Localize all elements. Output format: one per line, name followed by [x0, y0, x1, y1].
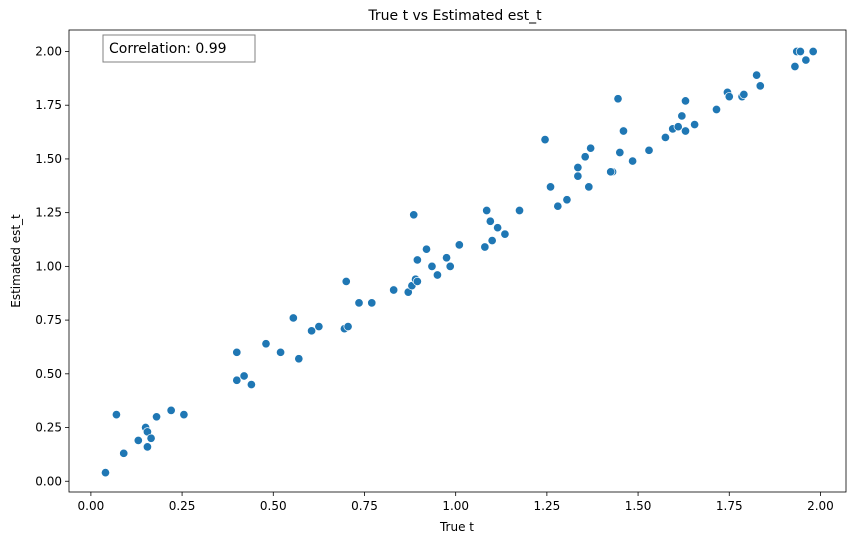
- data-point: [739, 89, 749, 100]
- data-point: [677, 111, 687, 121]
- y-tick-label: 2.00: [35, 44, 62, 58]
- data-point: [142, 442, 152, 452]
- x-tick-label: 2.00: [807, 499, 834, 513]
- data-point: [487, 236, 497, 246]
- data-point: [432, 270, 442, 280]
- data-point: [276, 347, 286, 357]
- data-point: [179, 410, 189, 420]
- data-point: [100, 468, 111, 478]
- y-tick-label: 0.75: [35, 313, 62, 327]
- data-point: [493, 223, 503, 233]
- data-point: [442, 253, 452, 263]
- data-point: [111, 410, 121, 420]
- data-point: [261, 339, 271, 349]
- data-point: [680, 126, 691, 136]
- x-tick-label: 0.25: [169, 499, 196, 513]
- x-tick-label: 1.75: [716, 499, 743, 513]
- data-point: [500, 229, 510, 239]
- data-point: [690, 119, 700, 130]
- x-tick-label: 1.00: [442, 499, 469, 513]
- data-point: [307, 326, 317, 336]
- data-point: [485, 216, 495, 226]
- x-tick-label: 0.00: [78, 499, 105, 513]
- data-point: [615, 147, 625, 158]
- data-point: [573, 162, 583, 173]
- data-points: [100, 46, 818, 478]
- data-point: [618, 126, 629, 136]
- data-point: [482, 205, 492, 216]
- data-point: [628, 156, 638, 166]
- data-point: [354, 298, 364, 308]
- data-point: [294, 354, 304, 364]
- data-point: [606, 167, 616, 177]
- y-tick-label: 0.25: [35, 421, 62, 435]
- data-point: [445, 261, 455, 271]
- data-point: [427, 261, 437, 271]
- data-point: [239, 371, 249, 381]
- data-point: [801, 55, 811, 65]
- data-point: [409, 210, 419, 220]
- plot-frame: [68, 29, 847, 493]
- data-point: [790, 61, 800, 72]
- data-point: [343, 321, 353, 332]
- data-point: [389, 285, 399, 295]
- data-point: [314, 321, 324, 332]
- data-point: [146, 433, 156, 443]
- data-point: [580, 152, 590, 162]
- x-axis-ticks: 0.00 0.25 0.50 0.75 1.00 1.25 1.50 1.75 2.00: [78, 492, 834, 513]
- data-point: [613, 94, 623, 104]
- data-point: [454, 240, 464, 250]
- data-point: [341, 276, 351, 286]
- data-point: [562, 195, 572, 205]
- data-point: [166, 405, 176, 415]
- data-point: [151, 412, 162, 422]
- data-point: [680, 96, 691, 106]
- data-point: [586, 143, 596, 153]
- data-point: [545, 182, 556, 192]
- y-tick-label: 0.50: [35, 367, 62, 381]
- data-point: [421, 244, 432, 254]
- y-tick-label: 1.75: [35, 98, 62, 112]
- chart-title: True t vs Estimated est_t: [367, 8, 542, 24]
- data-point: [246, 380, 256, 390]
- data-point: [514, 205, 525, 216]
- annotation-text: Correlation: 0.99: [109, 41, 227, 57]
- x-axis-label: True t: [439, 520, 474, 534]
- data-point: [584, 182, 594, 192]
- data-point: [752, 70, 762, 80]
- x-tick-label: 1.25: [534, 499, 561, 513]
- data-point: [480, 242, 490, 252]
- y-axis-label: Estimated est_t: [9, 214, 23, 308]
- data-point: [367, 298, 377, 308]
- data-point: [288, 313, 298, 323]
- data-point: [711, 104, 722, 115]
- x-tick-label: 0.50: [260, 499, 287, 513]
- x-tick-label: 1.50: [625, 499, 652, 513]
- data-point: [133, 435, 143, 445]
- correlation-annotation: Correlation: 0.99: [102, 34, 256, 63]
- data-point: [412, 255, 422, 265]
- data-point: [412, 276, 422, 286]
- data-point: [232, 375, 242, 385]
- data-point: [660, 132, 670, 142]
- annotation-box: [102, 34, 256, 63]
- y-tick-label: 1.50: [35, 152, 62, 166]
- y-tick-label: 1.00: [35, 259, 62, 273]
- data-point: [232, 347, 242, 357]
- data-point: [795, 46, 805, 57]
- data-point: [119, 448, 129, 458]
- data-point: [644, 145, 654, 155]
- x-tick-label: 0.75: [351, 499, 378, 513]
- data-point: [724, 92, 734, 102]
- data-point: [553, 201, 563, 211]
- data-point: [540, 135, 550, 145]
- y-tick-label: 0.00: [35, 474, 62, 488]
- data-point: [673, 122, 683, 132]
- data-point: [808, 46, 818, 57]
- data-point: [573, 171, 583, 181]
- y-tick-label: 1.25: [35, 206, 62, 220]
- y-axis-ticks: 0.00 0.25 0.50 0.75 1.00 1.25 1.50 1.75 2.00: [35, 44, 69, 488]
- data-point: [755, 81, 765, 91]
